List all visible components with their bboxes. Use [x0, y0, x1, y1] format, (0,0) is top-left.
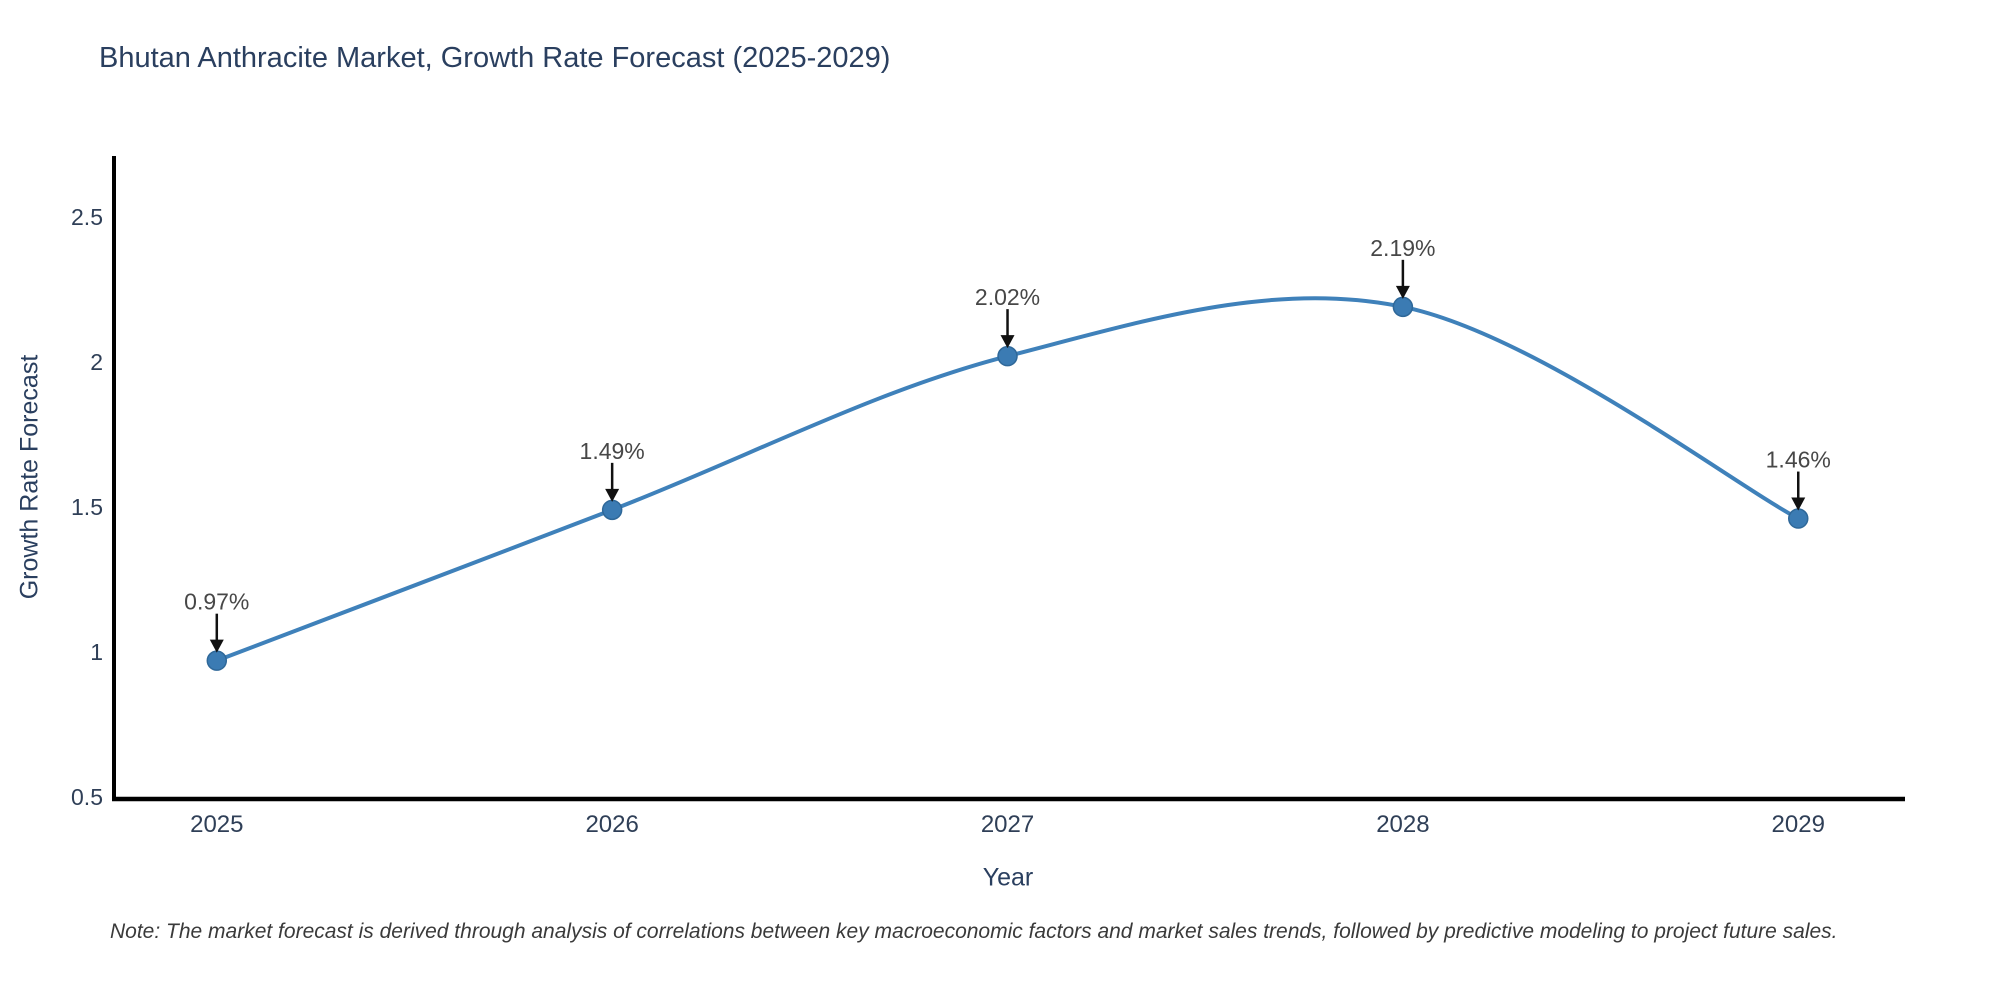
annotation-arrowhead-icon — [1000, 335, 1015, 349]
y-tick-label: 0.5 — [71, 784, 103, 810]
y-tick-label: 2.5 — [71, 204, 103, 230]
data-point-marker[interactable] — [206, 650, 228, 671]
x-tick-label: 2025 — [190, 811, 243, 838]
data-point-label: 1.46% — [1766, 447, 1831, 473]
x-tick-label: 2029 — [1772, 811, 1825, 838]
data-point-marker[interactable] — [1392, 296, 1414, 318]
x-tick-label: 2027 — [981, 811, 1034, 838]
x-tick-label: 2026 — [585, 811, 638, 838]
data-point-marker[interactable] — [601, 499, 623, 521]
x-tick-label: 2028 — [1376, 811, 1429, 838]
data-point-marker[interactable] — [997, 345, 1018, 367]
x-axis-title: Year — [982, 863, 1034, 892]
annotation-arrowhead-icon — [605, 488, 620, 502]
chart-title: Bhutan Anthracite Market, Growth Rate Fo… — [99, 42, 891, 74]
data-point-marker[interactable] — [1788, 508, 1809, 529]
annotation-arrowhead-icon — [209, 639, 224, 653]
data-point-label: 2.02% — [975, 284, 1040, 310]
y-tick-label: 1 — [90, 639, 103, 665]
annotation-arrowhead-icon — [1395, 285, 1410, 299]
annotation-arrowhead-icon — [1791, 497, 1806, 511]
y-tick-label: 1.5 — [71, 494, 103, 520]
data-point-label: 0.97% — [184, 589, 249, 615]
y-tick-label: 2 — [90, 349, 103, 375]
data-point-label: 2.19% — [1370, 235, 1435, 261]
data-point-label: 1.49% — [580, 438, 645, 464]
chart-footnote: Note: The market forecast is derived thr… — [110, 920, 1838, 943]
